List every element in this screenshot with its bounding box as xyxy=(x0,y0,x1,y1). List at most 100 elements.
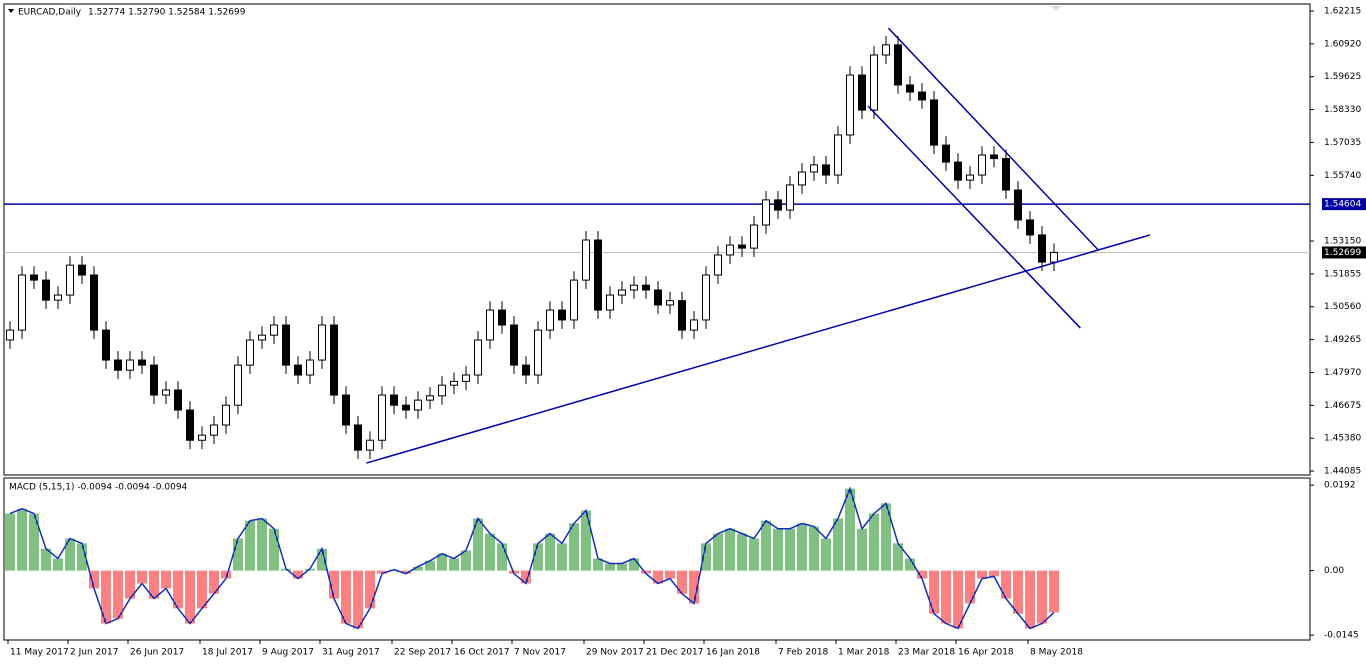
candle-body xyxy=(918,91,926,101)
x-tick-label: 7 Nov 2017 xyxy=(514,648,566,658)
x-tick-label: 18 Jul 2017 xyxy=(202,648,253,658)
candle-body xyxy=(966,174,974,181)
candle-body xyxy=(990,154,998,160)
candle-body xyxy=(522,364,530,376)
macd-line xyxy=(9,486,1055,630)
candle-body xyxy=(594,239,602,311)
x-tick-label: 26 Jun 2017 xyxy=(130,648,184,658)
candle-body xyxy=(714,254,722,276)
candle-body xyxy=(78,264,86,276)
candle-body xyxy=(570,279,578,321)
candle-body xyxy=(642,284,650,291)
candle-body xyxy=(114,359,122,371)
candle-body xyxy=(1026,219,1034,236)
x-tick-label: 29 Nov 2017 xyxy=(586,648,644,658)
candle-body xyxy=(894,44,902,86)
candle-body xyxy=(294,364,302,376)
candle-body xyxy=(558,309,566,321)
candle-body xyxy=(882,44,890,56)
x-tick-label: 7 Feb 2018 xyxy=(778,648,829,658)
x-tick-label: 2 Jun 2017 xyxy=(70,648,118,658)
candle-body xyxy=(258,334,266,341)
candle-body xyxy=(1038,234,1046,263)
candle-body xyxy=(726,244,734,256)
y-tick-label: 1.58330 xyxy=(1324,105,1361,115)
last-price-box xyxy=(1322,246,1366,259)
shift-marker[interactable] xyxy=(1051,6,1061,11)
candle-body xyxy=(546,309,554,331)
candle-body xyxy=(282,324,290,366)
candle-body xyxy=(510,324,518,366)
candle-body xyxy=(342,394,350,426)
candle-body xyxy=(390,394,398,406)
candle-body xyxy=(318,324,326,361)
candle-body xyxy=(498,309,506,326)
candle-body xyxy=(618,289,626,296)
candle-body xyxy=(678,300,686,331)
candle-body xyxy=(354,424,362,451)
candle-body xyxy=(606,294,614,311)
candle-body xyxy=(534,329,542,376)
x-tick-label: 31 Aug 2017 xyxy=(322,648,380,658)
candle-body xyxy=(150,364,158,396)
y-tick-label: 1.50560 xyxy=(1324,302,1361,312)
y-tick-label: 1.60920 xyxy=(1324,39,1361,49)
x-tick-label: 1 Mar 2018 xyxy=(838,648,890,658)
candle-body xyxy=(30,274,38,281)
candle-body xyxy=(402,404,410,411)
candle-body xyxy=(126,359,134,371)
y-tick-label: 1.51855 xyxy=(1324,269,1361,279)
level-label-box xyxy=(1322,198,1366,211)
candle-body xyxy=(450,380,458,386)
menu-arrow[interactable] xyxy=(8,9,14,13)
candle-body xyxy=(234,364,242,406)
y-tick-label: 1.53150 xyxy=(1324,237,1361,247)
level-label: 1.54604 xyxy=(1324,200,1361,210)
candle-body xyxy=(810,164,818,173)
candle-body xyxy=(906,84,914,93)
x-tick-label: 16 Oct 2017 xyxy=(454,648,510,658)
candle-body xyxy=(846,74,854,136)
x-tick-label: 11 May 2017 xyxy=(10,648,69,658)
candle-body xyxy=(654,289,662,306)
candle-body xyxy=(858,74,866,111)
candle-body xyxy=(162,389,170,396)
candle-body xyxy=(246,339,254,366)
candle-body xyxy=(306,359,314,376)
candle-body xyxy=(54,294,62,301)
candle-body xyxy=(738,244,746,249)
candle-body xyxy=(954,161,962,181)
candle-body xyxy=(702,274,710,321)
y-tick-label: 1.44085 xyxy=(1324,467,1361,477)
x-tick-label: 16 Jan 2018 xyxy=(706,648,760,658)
y-tick-label: 1.47970 xyxy=(1324,368,1361,378)
candle-body xyxy=(102,329,110,361)
candle-body xyxy=(1002,158,1010,191)
y-tick-label: 1.62215 xyxy=(1324,6,1361,16)
candle-body xyxy=(666,300,674,306)
candle-body xyxy=(630,284,638,291)
candle-body xyxy=(198,434,206,441)
y-tick-label: 1.45380 xyxy=(1324,434,1361,444)
y-tick-label: 1.49265 xyxy=(1324,335,1361,345)
x-tick-label: 23 Mar 2018 xyxy=(898,648,955,658)
candle-body xyxy=(330,324,338,396)
candle-body xyxy=(174,389,182,411)
price-panel xyxy=(3,3,1311,476)
candle-body xyxy=(942,144,950,163)
candle-body xyxy=(1014,189,1022,221)
candle-body xyxy=(42,279,50,301)
x-tick-label: 16 Apr 2018 xyxy=(958,648,1014,658)
y-tick-label: 0.0192 xyxy=(1324,481,1356,491)
y-tick-label: 1.55740 xyxy=(1324,171,1361,181)
y-tick-label: -0.0145 xyxy=(1324,631,1359,641)
chart-title: EURCAD,Daily xyxy=(18,8,82,18)
candle-body xyxy=(438,384,446,397)
candle-body xyxy=(222,404,230,426)
candle-body xyxy=(90,274,98,331)
candle-body xyxy=(6,329,14,341)
macd-title: MACD (5,15,1) -0.0094 -0.0094 -0.0094 xyxy=(9,483,188,493)
candle-body xyxy=(66,264,74,296)
trendline xyxy=(887,27,1099,251)
last-price-label: 1.52699 xyxy=(1324,248,1361,258)
